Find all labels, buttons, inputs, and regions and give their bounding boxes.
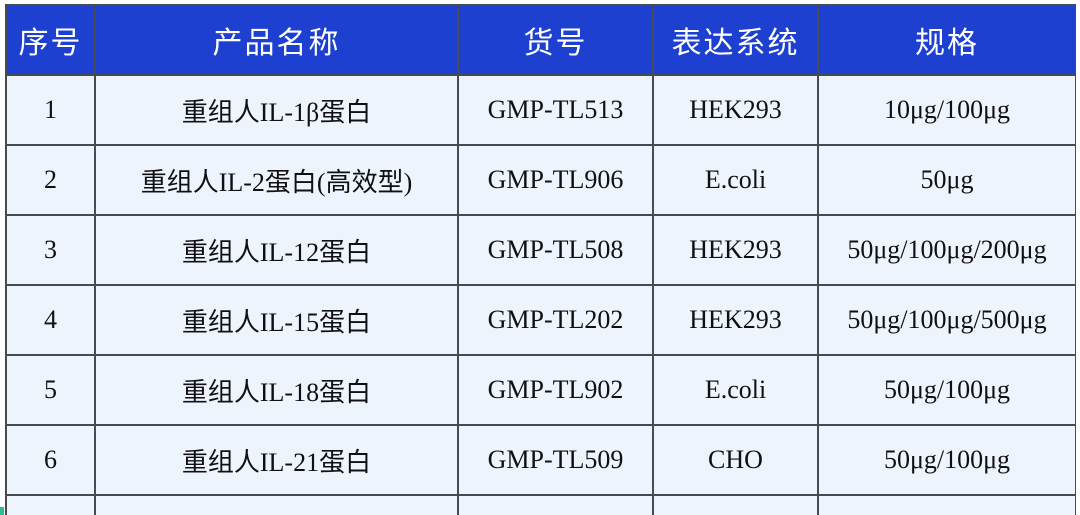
table-row: 4 重组人IL-15蛋白 GMP-TL202 HEK293 50μg/100μg… <box>5 284 1076 356</box>
table-row-partial <box>5 494 1076 515</box>
cell-spec <box>817 494 1076 515</box>
cell-index: 1 <box>5 74 96 146</box>
cell-spec: 50μg/100μg <box>817 354 1076 426</box>
cell-index <box>5 494 96 515</box>
cell-index: 6 <box>5 424 96 496</box>
cell-spec: 50μg/100μg <box>817 424 1076 496</box>
cell-product-name: 重组人IL-12蛋白 <box>94 214 459 286</box>
product-table-container: 序号 产品名称 货号 表达系统 规格 1 重组人IL-1β蛋白 GMP-TL51… <box>5 4 1076 515</box>
cell-expression-system: E.coli <box>652 354 819 426</box>
cell-catalog-no <box>457 494 654 515</box>
table-row: 3 重组人IL-12蛋白 GMP-TL508 HEK293 50μg/100μg… <box>5 214 1076 286</box>
column-header-index: 序号 <box>5 4 96 76</box>
cell-index: 2 <box>5 144 96 216</box>
cell-catalog-no: GMP-TL202 <box>457 284 654 356</box>
cell-expression-system: HEK293 <box>652 74 819 146</box>
table-row: 2 重组人IL-2蛋白(高效型) GMP-TL906 E.coli 50μg <box>5 144 1076 216</box>
cell-spec: 10μg/100μg <box>817 74 1076 146</box>
column-header-system: 表达系统 <box>652 4 819 76</box>
cell-expression-system: HEK293 <box>652 284 819 356</box>
cell-index: 4 <box>5 284 96 356</box>
cell-product-name <box>94 494 459 515</box>
table-row: 1 重组人IL-1β蛋白 GMP-TL513 HEK293 10μg/100μg <box>5 74 1076 146</box>
cell-catalog-no: GMP-TL513 <box>457 74 654 146</box>
cell-catalog-no: GMP-TL508 <box>457 214 654 286</box>
cell-product-name: 重组人IL-2蛋白(高效型) <box>94 144 459 216</box>
cell-catalog-no: GMP-TL902 <box>457 354 654 426</box>
cell-index: 5 <box>5 354 96 426</box>
cell-expression-system: E.coli <box>652 144 819 216</box>
table-row: 5 重组人IL-18蛋白 GMP-TL902 E.coli 50μg/100μg <box>5 354 1076 426</box>
cell-spec: 50μg <box>817 144 1076 216</box>
table-row: 6 重组人IL-21蛋白 GMP-TL509 CHO 50μg/100μg <box>5 424 1076 496</box>
cell-index: 3 <box>5 214 96 286</box>
cell-catalog-no: GMP-TL906 <box>457 144 654 216</box>
cell-product-name: 重组人IL-18蛋白 <box>94 354 459 426</box>
cell-expression-system <box>652 494 819 515</box>
cell-spec: 50μg/100μg/200μg <box>817 214 1076 286</box>
cell-product-name: 重组人IL-21蛋白 <box>94 424 459 496</box>
column-header-spec: 规格 <box>817 4 1076 76</box>
cell-expression-system: HEK293 <box>652 214 819 286</box>
cell-product-name: 重组人IL-1β蛋白 <box>94 74 459 146</box>
cell-expression-system: CHO <box>652 424 819 496</box>
cell-catalog-no: GMP-TL509 <box>457 424 654 496</box>
cell-product-name: 重组人IL-15蛋白 <box>94 284 459 356</box>
product-table: 序号 产品名称 货号 表达系统 规格 1 重组人IL-1β蛋白 GMP-TL51… <box>5 4 1076 515</box>
column-header-catalog: 货号 <box>457 4 654 76</box>
cell-spec: 50μg/100μg/500μg <box>817 284 1076 356</box>
green-corner-marker <box>0 507 4 515</box>
column-header-product: 产品名称 <box>94 4 459 76</box>
table-header-row: 序号 产品名称 货号 表达系统 规格 <box>5 4 1076 76</box>
table-body: 1 重组人IL-1β蛋白 GMP-TL513 HEK293 10μg/100μg… <box>5 74 1076 515</box>
